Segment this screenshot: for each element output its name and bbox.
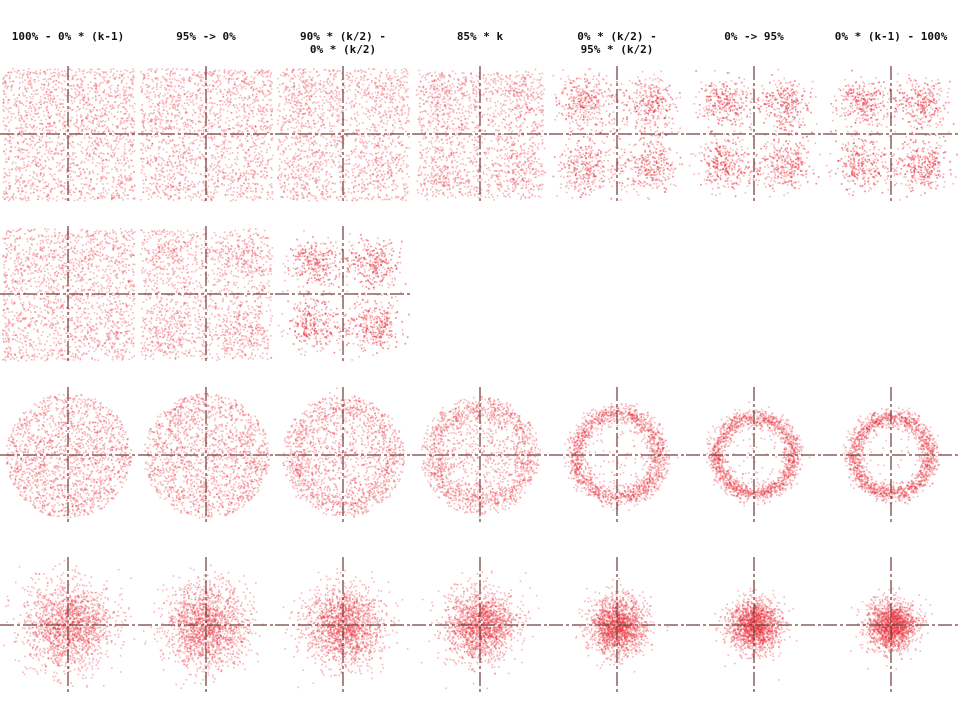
panel-axes — [823, 66, 959, 202]
scatter-panel — [564, 403, 679, 511]
scatter-panel — [715, 588, 798, 681]
scatter-panel — [421, 396, 541, 518]
scatter-panel — [706, 401, 810, 506]
panel-axes — [686, 66, 822, 202]
panel-axes — [412, 387, 548, 523]
scatter-panel — [826, 70, 958, 201]
scatter-panel — [143, 565, 264, 689]
scatter-panel — [689, 69, 821, 198]
scatter-panel — [552, 68, 682, 201]
scatter-panel — [283, 568, 409, 688]
panel-axes — [275, 226, 411, 362]
scatter-panel — [3, 560, 135, 688]
scatter-panel — [843, 407, 941, 504]
panel-axes — [275, 387, 411, 523]
panel-axes — [138, 66, 274, 202]
scatter-panel — [278, 230, 410, 361]
panel-axes — [686, 387, 822, 523]
panel-axes — [823, 387, 959, 523]
scatter-panel — [6, 394, 132, 518]
